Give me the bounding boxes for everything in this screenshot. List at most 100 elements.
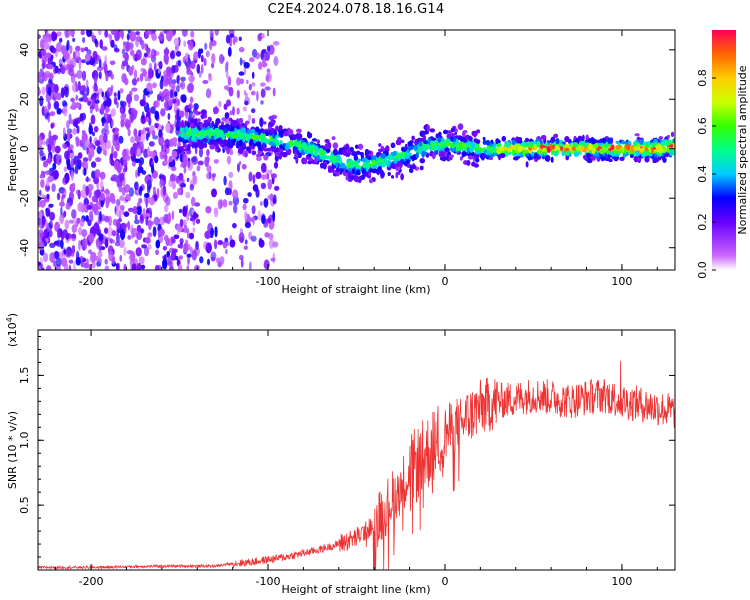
spectrogram-cell	[658, 136, 663, 140]
spectrogram-cell	[56, 31, 62, 37]
spectrogram-cell	[461, 151, 467, 157]
spectrogram-cell	[134, 214, 138, 221]
spectrogram-cell	[267, 217, 272, 224]
spectrogram-cell	[71, 244, 76, 254]
spectrogram-cell	[182, 153, 188, 164]
spectrogram-cell	[250, 235, 257, 242]
spectrogram-cell	[256, 90, 259, 102]
spectrogram-cell	[137, 77, 140, 82]
spectrogram-cell	[247, 145, 252, 154]
spectrogram-cell	[275, 125, 279, 131]
spectrogram-cell	[50, 123, 54, 129]
spectrogram-cell	[258, 61, 263, 70]
spectrogram-cell	[183, 166, 187, 174]
spectrogram-cell	[171, 150, 178, 159]
spectrogram-cell	[179, 121, 183, 128]
spectrogram-cell	[119, 205, 125, 211]
spectrogram-cell	[108, 250, 115, 262]
spectrogram-cell	[215, 257, 221, 264]
spectrogram-cell	[193, 51, 200, 61]
spectrogram-cell	[178, 136, 182, 143]
spectrogram-cell	[81, 112, 86, 121]
spectrogram-cell	[100, 214, 106, 222]
spectrogram-cell	[60, 196, 64, 208]
spectrogram-cell	[47, 86, 52, 96]
spectrogram-cell	[147, 232, 153, 238]
spectrogram-cell	[162, 255, 167, 260]
spectrogram-cell	[210, 251, 217, 261]
spectrogram-cell	[269, 193, 274, 201]
spectrogram-cell	[174, 91, 178, 97]
spectrogram-cell	[270, 173, 277, 179]
spectrogram-cell	[55, 50, 58, 58]
spectrogram-cell	[227, 138, 231, 145]
spectrogram-cell	[154, 99, 160, 108]
spectrogram-cell	[47, 175, 54, 183]
spectrogram-cell	[72, 51, 76, 60]
spectrogram-cell	[206, 165, 212, 173]
spectrogram-cell	[38, 72, 42, 82]
spectrogram-cell	[93, 222, 99, 232]
spectrogram-cell	[211, 173, 216, 178]
spectrogram-cell	[93, 76, 98, 83]
spectrogram-cell	[178, 255, 183, 260]
spectrogram-cell	[62, 106, 68, 117]
spectrogram-cell	[41, 86, 46, 96]
spectrogram-cell	[86, 204, 93, 210]
spectrogram-cell	[39, 199, 46, 208]
spectrogram-cell	[228, 180, 233, 191]
spectrogram-cell	[127, 30, 132, 34]
spectrogram-cell	[225, 249, 228, 255]
spectrogram-cell	[67, 130, 71, 142]
spectrogram-cell	[189, 96, 194, 104]
spectrogram-cell	[260, 201, 263, 206]
spectrogram-cell	[183, 224, 188, 234]
spectrogram-cell	[71, 82, 79, 93]
spectrogram-cell	[185, 52, 189, 63]
spectrogram-cell	[213, 207, 219, 218]
spectrogram-cell	[433, 146, 438, 151]
spectrogram-cell	[69, 64, 75, 69]
spectrogram-cell	[66, 63, 70, 70]
spectrogram-cell	[130, 111, 135, 123]
spectrogram-cell	[60, 65, 66, 75]
spectrogram-cell	[291, 134, 297, 140]
spectrogram-cell	[251, 108, 256, 114]
spectrogram-cell	[45, 208, 51, 217]
spectrogram-cell	[54, 145, 61, 154]
spectrogram-cell	[252, 174, 256, 185]
spectrogram-cell	[53, 92, 59, 98]
spectrogram-cell	[401, 139, 405, 143]
spectrogram-cell	[120, 118, 125, 128]
spectrogram-cell	[211, 53, 216, 64]
spectrogram-cell	[172, 181, 176, 190]
spectrogram-cell	[227, 76, 232, 86]
spectrogram-cell	[69, 152, 75, 158]
spectrogram-cell	[263, 259, 270, 270]
spectrogram-cell	[162, 246, 168, 251]
spectrogram-cell	[144, 42, 147, 51]
spectrogram-cell	[578, 151, 582, 155]
spectrogram-cell	[90, 251, 97, 263]
spectrogram-cell	[110, 153, 114, 161]
spectrogram-cell	[204, 230, 211, 239]
spectrogram-cell	[85, 185, 89, 196]
spectrogram-cell	[294, 141, 299, 147]
spectrogram-cell	[61, 194, 66, 199]
spectrogram-cell	[250, 90, 256, 96]
spectrogram-cell	[52, 162, 57, 170]
spectrogram-cell	[213, 159, 219, 164]
spectrogram-cell	[268, 115, 275, 121]
spectrogram-cell	[273, 40, 280, 46]
spectrogram-cell	[71, 182, 76, 189]
spectrogram-cell	[69, 45, 73, 55]
spectrogram-cell	[190, 30, 195, 38]
spectrogram-cell	[45, 265, 52, 270]
spectrogram-cell	[131, 78, 138, 86]
spectrogram-cell	[171, 137, 178, 143]
spectrogram-cell	[141, 39, 145, 50]
spectrogram-cell	[214, 30, 219, 36]
spectrogram-cell	[104, 215, 110, 223]
spectrogram-cell	[75, 256, 81, 266]
spectrogram-cell	[139, 99, 146, 107]
